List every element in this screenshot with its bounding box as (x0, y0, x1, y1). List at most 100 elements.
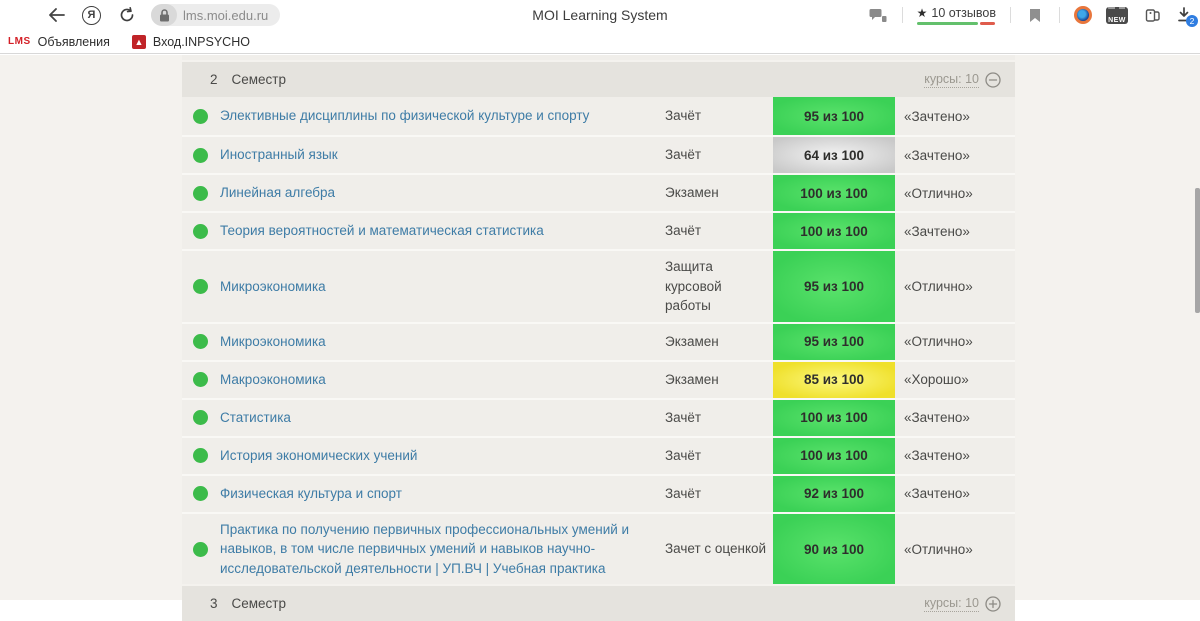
extension-vpn-icon[interactable] (1074, 6, 1092, 24)
assessment-type: Зачёт (665, 223, 702, 239)
course-row: Элективные дисциплины по физической куль… (182, 97, 1015, 135)
assessment-type: Защита курсовой работы (665, 259, 722, 314)
divider (901, 7, 903, 23)
course-row: Теория вероятностей и математическая ста… (182, 211, 1015, 249)
downloads-badge: 2 (1186, 15, 1198, 27)
score-badge: 85 из 100 (773, 361, 895, 398)
course-row: Макроэкономика Экзамен 85 из 100 «Хорошо… (182, 359, 1015, 398)
semester-2-header: 2 Семестр курсы: 10 (182, 62, 1015, 97)
assessment-type: Зачёт (665, 485, 702, 501)
course-row: Статистика Зачёт 100 из 100 «Зачтено» (182, 397, 1015, 436)
rating-bar (917, 21, 996, 25)
course-link[interactable]: Физическая культура и спорт (220, 485, 402, 501)
assessment-type: Экзамен (665, 371, 719, 387)
grade-text: «Зачтено» (904, 147, 970, 163)
assessment-type: Экзамен (665, 333, 719, 349)
course-link[interactable]: Статистика (220, 409, 291, 425)
extension-new-icon[interactable]: NEW (1106, 6, 1128, 24)
semester-label: Семестр (231, 596, 287, 612)
assessment-type: Зачёт (665, 147, 702, 163)
grade-text: «Зачтено» (904, 108, 970, 124)
downloads-icon[interactable]: 2 (1176, 7, 1198, 27)
score-badge: 95 из 100 (773, 97, 895, 135)
back-icon[interactable] (46, 5, 66, 25)
score-badge: 100 из 100 (773, 175, 895, 211)
grade-text: «Отлично» (904, 541, 973, 557)
bookmark-flag-icon[interactable] (1025, 5, 1045, 25)
extension-tags-icon[interactable] (1142, 5, 1162, 25)
semester-label: Семестр (231, 72, 287, 87)
scrolled-row-sliver (182, 55, 1015, 60)
scrollbar-thumb[interactable] (1195, 188, 1200, 313)
bookmarks-bar: LMS Объявления ▲ Вход.INPSYCHO (0, 30, 1200, 54)
course-link[interactable]: Иностранный язык (220, 147, 338, 163)
refresh-icon[interactable] (117, 5, 137, 25)
course-row: Практика по получению первичных професси… (182, 511, 1015, 585)
collapse-courses-control[interactable]: курсы: 10 (924, 72, 1001, 88)
status-dot-icon (193, 223, 208, 239)
course-link[interactable]: История экономических учений (220, 447, 418, 463)
assessment-type: Экзамен (665, 185, 719, 201)
expand-plus-icon[interactable] (985, 596, 1001, 612)
semester-number: 3 (210, 596, 218, 612)
reviews-widget[interactable]: ★ 10 отзывов (917, 6, 996, 25)
yandex-icon[interactable]: Я (82, 5, 101, 25)
course-row: Физическая культура и спорт Зачёт 92 из … (182, 473, 1015, 512)
status-dot-icon (193, 448, 208, 464)
course-row: Микроэкономика Защита курсовой работы 95… (182, 249, 1015, 322)
course-link[interactable]: Микроэкономика (220, 333, 326, 349)
status-dot-icon (193, 372, 208, 388)
score-badge: 92 из 100 (773, 475, 895, 512)
collapse-minus-icon[interactable] (985, 71, 1001, 88)
score-badge: 100 из 100 (773, 213, 895, 249)
url-text: lms.moi.edu.ru (183, 7, 269, 23)
divider (1010, 7, 1011, 23)
inpsycho-favicon: ▲ (131, 34, 146, 49)
lock-icon[interactable] (151, 4, 177, 26)
grade-text: «Отлично» (904, 278, 973, 294)
assessment-type: Зачёт (665, 108, 702, 124)
status-dot-icon (193, 334, 208, 350)
score-badge: 95 из 100 (773, 251, 895, 322)
lms-favicon: LMS (8, 36, 31, 47)
grade-text: «Отлично» (904, 334, 973, 350)
grade-text: «Хорошо» (904, 372, 969, 388)
address-bar[interactable]: lms.moi.edu.ru (151, 4, 281, 26)
status-dot-icon (193, 541, 208, 557)
grade-text: «Отлично» (904, 185, 973, 201)
score-badge: 100 из 100 (773, 437, 895, 474)
semester-3-header: 3 Семестр курсы: 10 (182, 586, 1015, 621)
status-dot-icon (193, 410, 208, 426)
assessment-type: Зачёт (665, 409, 702, 425)
course-row: Микроэкономика Экзамен 95 из 100 «Отличн… (182, 321, 1015, 360)
course-link[interactable]: Теория вероятностей и математическая ста… (220, 223, 544, 239)
reviews-label: 10 отзывов (931, 5, 996, 20)
course-row: Линейная алгебра Экзамен 100 из 100 «Отл… (182, 173, 1015, 211)
expand-courses-control[interactable]: курсы: 10 (924, 596, 1001, 612)
status-dot-icon (193, 147, 208, 163)
grade-text: «Зачтено» (904, 448, 970, 464)
course-link[interactable]: Практика по получению первичных професси… (220, 521, 630, 576)
browser-chrome: MOI Learning System Я lms.moi.edu.ru ★ 1… (0, 0, 1200, 30)
grade-text: «Зачтено» (904, 223, 970, 239)
bookmark-inpsycho[interactable]: ▲ Вход.INPSYCHO (131, 34, 250, 49)
course-link[interactable]: Макроэкономика (220, 371, 326, 387)
course-row: История экономических учений Зачёт 100 и… (182, 435, 1015, 474)
bookmark-announcements[interactable]: LMS Объявления (8, 34, 110, 49)
semester-number: 2 (210, 72, 218, 87)
sidebar-panels-icon[interactable] (868, 5, 888, 25)
course-link[interactable]: Линейная алгебра (220, 185, 336, 201)
grade-text: «Зачтено» (904, 410, 970, 426)
divider (1059, 7, 1060, 23)
assessment-type: Зачёт (665, 447, 702, 463)
course-link[interactable]: Элективные дисциплины по физической куль… (220, 108, 590, 124)
score-badge: 95 из 100 (773, 323, 895, 360)
grade-text: «Зачтено» (904, 486, 970, 502)
score-badge: 90 из 100 (773, 513, 895, 585)
course-row: Иностранный язык Зачёт 64 из 100 «Зачтен… (182, 135, 1015, 173)
score-badge: 64 из 100 (773, 137, 895, 173)
star-icon: ★ (916, 5, 928, 20)
course-link[interactable]: Микроэкономика (220, 278, 326, 294)
assessment-type: Зачет с оценкой (665, 541, 767, 557)
status-dot-icon (193, 278, 208, 294)
